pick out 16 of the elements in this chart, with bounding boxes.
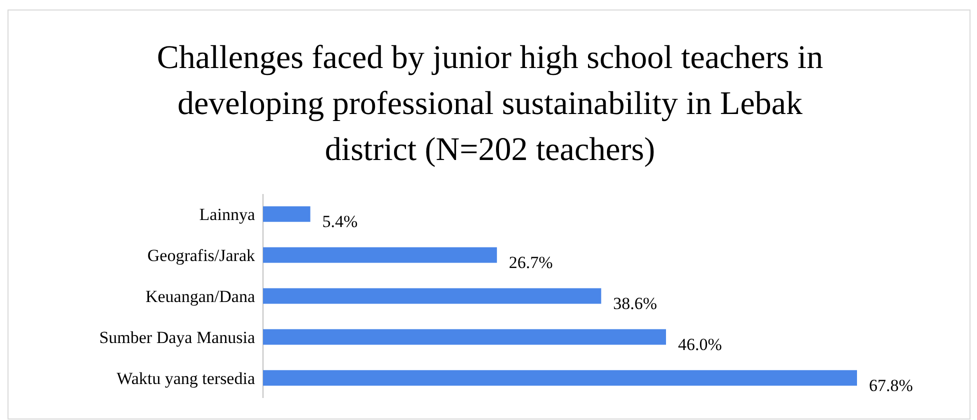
- chart-title: Challenges faced by junior high school teachers in developing professional sustainability in Lebak district (N=202 teachers): [156, 40, 824, 168]
- bar: [263, 288, 602, 304]
- data-label: 38.6%: [613, 294, 658, 313]
- y-tick-label: Lainnya: [199, 205, 256, 224]
- y-tick-label: Keuangan/Dana: [145, 287, 256, 306]
- data-label: 46.0%: [678, 334, 722, 354]
- data-label: 26.7%: [508, 253, 553, 272]
- data-label: 67.8%: [869, 376, 913, 395]
- bar: [263, 247, 497, 263]
- y-tick-label: Waktu yang tersedia: [116, 368, 256, 388]
- y-tick-label: Geografis/Jarak: [147, 246, 256, 266]
- data-label: 5.4%: [322, 212, 358, 232]
- bar: [263, 329, 666, 345]
- bar: [263, 370, 857, 386]
- bar: [263, 206, 310, 222]
- y-tick-label: Sumber Daya Manusia: [99, 328, 256, 347]
